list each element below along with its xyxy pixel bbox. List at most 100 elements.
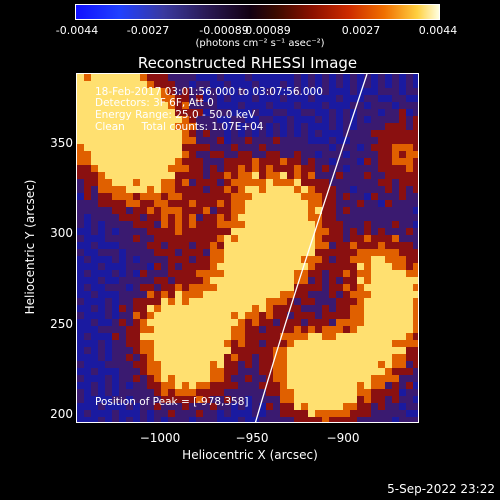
image-pixel [371,165,378,172]
image-pixel [343,396,350,403]
image-pixel [357,144,364,151]
image-pixel [98,81,105,88]
image-pixel [217,200,224,207]
image-pixel [329,74,336,81]
image-pixel [112,130,119,137]
image-pixel [168,214,175,221]
image-pixel [182,312,189,319]
image-pixel [175,396,182,403]
image-pixel [385,214,392,221]
image-pixel [189,263,196,270]
image-pixel [133,228,140,235]
image-pixel [371,207,378,214]
image-pixel [140,214,147,221]
image-pixel [336,235,343,242]
image-pixel [301,319,308,326]
image-pixel [273,410,280,417]
image-pixel [203,347,210,354]
image-pixel [399,193,406,200]
image-pixel [154,88,161,95]
image-pixel [343,123,350,130]
image-pixel [315,403,322,410]
image-pixel [238,207,245,214]
image-pixel [378,249,385,256]
image-pixel [112,172,119,179]
image-pixel [343,200,350,207]
image-pixel [392,235,399,242]
image-pixel [413,319,418,326]
image-pixel [294,242,301,249]
image-pixel [385,410,392,417]
image-pixel [112,123,119,130]
image-pixel [217,88,224,95]
image-pixel [406,375,413,382]
image-pixel [287,270,294,277]
image-pixel [364,326,371,333]
image-pixel [378,207,385,214]
image-pixel [105,221,112,228]
image-pixel [182,214,189,221]
image-pixel [273,298,280,305]
image-pixel [210,249,217,256]
image-pixel [175,95,182,102]
image-pixel [175,298,182,305]
image-pixel [119,158,126,165]
image-pixel [406,172,413,179]
image-pixel [182,200,189,207]
image-pixel [266,221,273,228]
image-pixel [91,403,98,410]
image-pixel [196,144,203,151]
image-pixel [350,361,357,368]
image-pixel [301,403,308,410]
image-pixel [343,102,350,109]
image-pixel [84,270,91,277]
image-pixel [294,298,301,305]
image-pixel [203,291,210,298]
image-pixel [77,277,84,284]
image-pixel [77,109,84,116]
image-pixel [294,277,301,284]
image-pixel [119,172,126,179]
image-pixel [322,81,329,88]
image-pixel [112,137,119,144]
image-pixel [196,186,203,193]
image-pixel [189,214,196,221]
image-pixel [280,179,287,186]
image-pixel [140,88,147,95]
image-pixel [329,347,336,354]
image-pixel [217,354,224,361]
image-pixel [161,235,168,242]
image-pixel [119,74,126,81]
image-pixel [119,312,126,319]
image-pixel [399,249,406,256]
image-pixel [413,312,418,319]
image-pixel [119,319,126,326]
image-pixel [84,368,91,375]
image-pixel [266,228,273,235]
image-pixel [161,410,168,417]
image-pixel [224,270,231,277]
image-pixel [84,102,91,109]
image-pixel [231,291,238,298]
image-pixel [350,263,357,270]
image-pixel [84,228,91,235]
image-pixel [126,284,133,291]
image-pixel [252,221,259,228]
image-pixel [231,277,238,284]
x-tick: −1000 [139,431,181,445]
image-pixel [315,130,322,137]
image-pixel [406,291,413,298]
image-pixel [336,417,343,422]
image-pixel [189,375,196,382]
image-pixel [385,165,392,172]
image-pixel [189,200,196,207]
image-pixel [308,403,315,410]
image-pixel [77,410,84,417]
image-pixel [168,123,175,130]
image-pixel [196,382,203,389]
image-pixel [259,74,266,81]
image-pixel [287,319,294,326]
image-pixel [175,389,182,396]
image-pixel [378,186,385,193]
image-pixel [308,158,315,165]
